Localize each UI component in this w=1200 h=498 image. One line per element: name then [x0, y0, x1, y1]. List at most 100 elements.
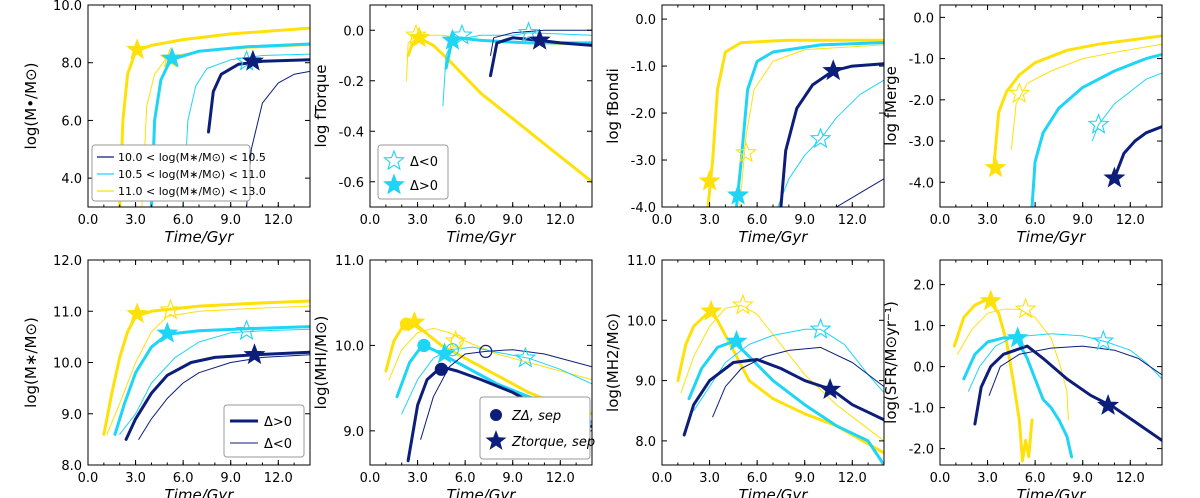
y-tick-label: 10.0: [53, 0, 82, 14]
filled-star-marker: [161, 46, 184, 68]
y-tick-label: 0.0: [343, 24, 364, 39]
x-tick-label: 3.0: [125, 471, 146, 486]
x-axis-label: Time/Gyr: [165, 228, 235, 246]
y-axis-label: log fMerge: [882, 66, 900, 146]
chart-panel-p5: 0.0 3.0 6.0 9.0 12.0 8.0 9.0 10.0 11.0 12.0 Time/G…: [22, 254, 311, 498]
x-tick-label: 6.0: [173, 213, 194, 228]
x-tick-label: 6.0: [747, 213, 768, 228]
filled-star-marker: [243, 343, 266, 365]
y-tick-label: 11.0: [335, 254, 364, 269]
legend: ZΔ, sep Ztorque, sep: [479, 396, 595, 460]
x-tick-label: 0.0: [360, 213, 381, 228]
legend-label: 10.0 < log(M∗/M⊙) < 10.5: [118, 151, 266, 164]
series-line-yellow-thin: [956, 308, 1069, 421]
y-tick-label: 8.0: [635, 435, 656, 450]
y-tick-label: 10.0: [627, 314, 656, 329]
y-tick-label: -4.0: [909, 176, 934, 191]
series-line-cyan-thick: [735, 41, 884, 207]
y-tick-label: -0.6: [339, 176, 364, 191]
series-group: [952, 297, 1162, 463]
series-line-cyan-thin: [401, 346, 592, 415]
axes-frame: [661, 4, 885, 208]
legend-label: Δ<0: [410, 155, 438, 170]
legend-label: Ztorque, sep: [511, 435, 595, 450]
marker-group: [698, 59, 845, 205]
legend-label: 10.5 < log(M∗/M⊙) < 11.0: [118, 168, 266, 181]
x-tick-label: 12.0: [546, 213, 575, 228]
y-tick-label: 12.0: [53, 254, 82, 269]
x-tick-label: 3.0: [699, 471, 720, 486]
y-tick-label: 10.0: [335, 339, 364, 354]
marker-group: [126, 38, 264, 71]
legend-label: 11.0 < log(M∗/M⊙) < 13.0: [118, 185, 266, 198]
series-line-cyan-thin: [968, 333, 1162, 392]
legend-label: Δ>0: [410, 179, 438, 194]
series-line-navy-thin: [988, 345, 1162, 396]
series-line-navy-thin: [420, 349, 592, 440]
y-tick-label: 11.0: [53, 305, 82, 320]
marker-group: [404, 21, 551, 50]
series-line-cyan-thick: [687, 339, 884, 465]
x-tick-label: 9.0: [502, 471, 523, 486]
y-tick-label: 8.0: [61, 57, 82, 72]
x-tick-label: 12.0: [1116, 213, 1145, 228]
x-tick-label: 9.0: [794, 213, 815, 228]
x-tick-label: 3.0: [407, 213, 428, 228]
x-tick-label: 6.0: [747, 471, 768, 486]
series-line-yellow-thin: [680, 304, 884, 442]
y-tick-label: 8.0: [61, 459, 82, 474]
series-line-yellow-thin: [739, 44, 884, 207]
series-line-navy-thick: [973, 344, 1162, 442]
series-line-navy-thick: [682, 358, 884, 437]
filled-star-marker: [819, 378, 842, 399]
series-line-cyan-thin: [1091, 72, 1162, 142]
filled-star-marker: [126, 302, 149, 324]
filled-star-marker: [700, 299, 723, 321]
y-tick-label: 9.0: [61, 408, 82, 423]
x-axis-label: Time/Gyr: [165, 486, 235, 498]
x-tick-label: 9.0: [502, 213, 523, 228]
legend-label: Δ<0: [264, 437, 292, 452]
x-tick-label: 3.0: [699, 213, 720, 228]
chart-panel-p2: 0.0 3.0 6.0 9.0 12.0 -0.6 -0.4 -0.2 0.0 Time/Gyr l…: [312, 4, 593, 246]
legend-label: Δ>0: [264, 415, 292, 430]
legend-box: [223, 404, 305, 458]
open-star-marker: [731, 293, 754, 315]
filled-star-marker: [979, 289, 1002, 311]
filled-star-marker: [433, 342, 456, 364]
y-tick-label: 6.0: [61, 114, 82, 129]
x-axis-label: Time/Gyr: [1017, 486, 1087, 498]
filled-star-marker: [822, 59, 845, 81]
legend: Δ<0 Δ>0: [377, 144, 449, 200]
y-tick-label: 4.0: [61, 172, 82, 187]
filled-star-marker: [441, 28, 464, 50]
filled-star-marker: [1006, 326, 1029, 348]
open-star-marker: [444, 329, 467, 351]
series-line-navy-thick: [207, 58, 310, 134]
legend-open-star-icon: [382, 149, 406, 171]
x-tick-label: 3.0: [407, 471, 428, 486]
series-line-cyan-thin: [182, 53, 310, 207]
marker-group: [700, 293, 842, 399]
open-star-marker: [235, 319, 258, 341]
chart-panel-p1: 0.0 3.0 6.0 9.0 12.0 4.0 6.0 8.0 10.0 Time/Gyr log…: [22, 0, 311, 246]
open-star-marker: [517, 21, 540, 43]
x-tick-label: 9.0: [1072, 213, 1093, 228]
x-tick-label: 3.0: [977, 213, 998, 228]
legend: 10.0 < log(M∗/M⊙) < 10.5 10.5 < log(M∗/M⊙…: [91, 144, 266, 202]
y-tick-label: -1.0: [631, 60, 656, 75]
chart-panel-p3: 0.0 3.0 6.0 9.0 12.0 -4.0 -3.0 -2.0 -1.0 0.0 Time/…: [604, 4, 885, 246]
series-group: [992, 34, 1162, 207]
series-line-yellow-thick: [952, 297, 1034, 463]
open-star-marker: [450, 23, 473, 45]
open-star-marker: [1014, 297, 1037, 319]
open-star-marker: [809, 127, 832, 149]
y-tick-label: -3.0: [631, 154, 656, 169]
x-tick-label: 12.0: [264, 471, 293, 486]
x-tick-label: 6.0: [173, 471, 194, 486]
series-line-cyan-thin: [777, 79, 884, 207]
series-line-cyan-thick: [962, 336, 1074, 459]
y-tick-label: -0.2: [339, 75, 364, 90]
filled-star-marker: [984, 156, 1007, 178]
